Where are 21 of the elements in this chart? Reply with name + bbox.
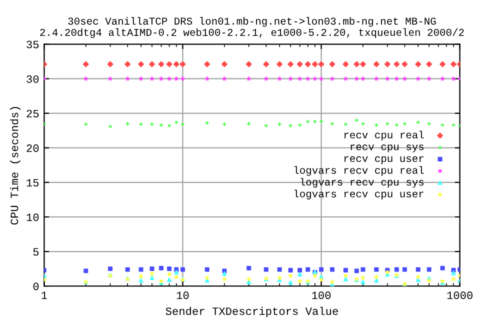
legend-label: recv cpu user — [344, 156, 424, 164]
x-tick-label: 1 — [42, 292, 47, 299]
y-tick-label: 10 — [26, 214, 39, 222]
x-tick-label: 100 — [312, 292, 331, 300]
y-tick-label: 20 — [26, 144, 39, 152]
y-tick-label: 30 — [26, 75, 39, 83]
y-tick-label: 15 — [26, 179, 39, 187]
y-tick-label: 25 — [26, 110, 39, 118]
chart-title: 30sec VanillaTCP DRS lon01.mb-ng.net->lon03.mb-ng.net MB-NG 2.4.20dtg4 altAIMD-0.2 web100-2.2.1, e1000-5.2.20, txqueuelen 2000/2 — [40, 17, 464, 38]
legend-label: logvars recv cpu user — [294, 190, 424, 200]
legend-label: recv cpu real — [344, 130, 424, 140]
y-axis-title: CPU Time (seconds) — [10, 106, 20, 225]
y-tick-label: 0 — [33, 282, 39, 290]
y-tick-label: 35 — [26, 40, 39, 48]
x-tick-label: 10 — [176, 292, 189, 300]
x-axis-title: Sender TXDescriptors Value — [166, 306, 338, 318]
x-tick-label: 1000 — [447, 292, 472, 300]
legend-label: logvars recv cpu real — [294, 166, 424, 176]
legend-label: logvars recv cpu sys — [300, 178, 424, 188]
y-tick-label: 5 — [33, 248, 39, 256]
legend-label: recv cpu sys — [350, 144, 424, 152]
